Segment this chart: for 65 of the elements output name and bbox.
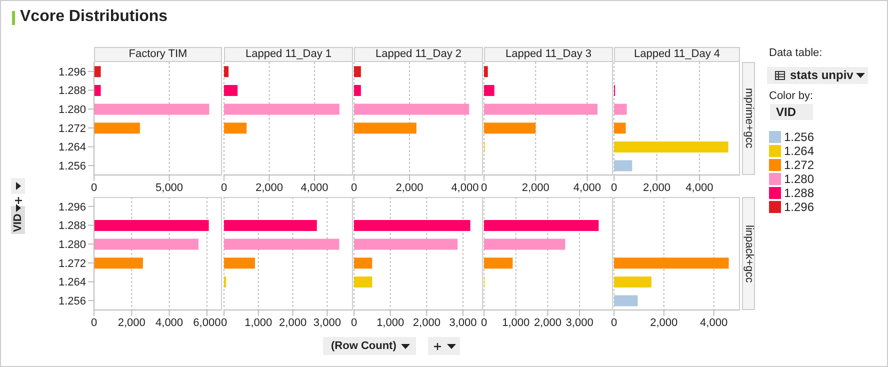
y-tick-label: 1.272 bbox=[58, 122, 86, 135]
y-axis-title: VID bbox=[11, 212, 25, 234]
x-tick-label: 4,000 bbox=[686, 182, 714, 194]
x-tick-label: 2,000 bbox=[412, 316, 440, 329]
y-tick-label: 1.256 bbox=[58, 295, 86, 308]
legend-title: VID bbox=[776, 105, 796, 119]
x-tick-label: 2,000 bbox=[396, 182, 424, 194]
x-tick-label: 3,000 bbox=[313, 316, 341, 329]
x-tick-label: 4,000 bbox=[451, 182, 479, 194]
x-tick-label: 2,000 bbox=[642, 182, 670, 194]
text: stats unpiv bbox=[790, 68, 854, 82]
chart-title: Lapped 11_Day 2 bbox=[354, 47, 483, 62]
legend-label: 1.272 bbox=[784, 158, 814, 172]
x-tick-label: 0 bbox=[610, 316, 618, 329]
x-tick-label: 3,000 bbox=[449, 316, 477, 329]
legend-label: 1.296 bbox=[784, 200, 814, 214]
y-tick-label: 1.288 bbox=[58, 85, 86, 98]
x-tick-label: 2,000 bbox=[279, 316, 307, 329]
y-tick-label: 1.264 bbox=[58, 276, 86, 289]
y2-axis-title: mprime+gcc bbox=[742, 62, 755, 175]
x-tick-label: 0 bbox=[90, 182, 98, 194]
x-tick-label: 0 bbox=[350, 316, 358, 329]
x-tick-label: 1,000 bbox=[244, 316, 272, 329]
y-tick-label: 1.288 bbox=[58, 220, 86, 232]
x-tick-label: 0 bbox=[610, 182, 618, 194]
x-axis-title: (Row Count) bbox=[331, 340, 396, 352]
x-tick-label: 4,000 bbox=[700, 316, 728, 329]
text: Data table: bbox=[769, 47, 822, 59]
x-tick-label: 0 bbox=[480, 182, 488, 194]
x-tick-label: 4,000 bbox=[300, 182, 328, 194]
y-tick-label: 1.272 bbox=[58, 258, 86, 270]
x-tick-label: 4,000 bbox=[156, 316, 184, 329]
x-tick-label: 2,000 bbox=[650, 316, 678, 329]
x-tick-label: 0 bbox=[220, 182, 228, 194]
y-tick-label: 1.296 bbox=[58, 201, 86, 214]
x-tick-label: 1,000 bbox=[376, 316, 404, 329]
legend-label: 1.256 bbox=[784, 130, 814, 144]
legend-label: 1.264 bbox=[784, 144, 814, 158]
x-tick-label: 0 bbox=[480, 316, 488, 329]
x-tick-label: 0 bbox=[350, 182, 358, 194]
x-tick-label: 0 bbox=[220, 316, 228, 329]
chart-title: Factory TIM bbox=[94, 47, 222, 62]
x-tick-label: 1,000 bbox=[502, 316, 530, 329]
x-tick-label: 3,000 bbox=[566, 316, 594, 329]
x-tick-label: 2,000 bbox=[522, 182, 550, 194]
y-tick-label: 1.296 bbox=[58, 66, 86, 78]
chart-title: Lapped 11_Day 4 bbox=[614, 47, 740, 62]
x-tick-label: 6,000 bbox=[193, 316, 221, 329]
x-tick-label: 2,000 bbox=[534, 316, 562, 329]
text: Vcore Distributions bbox=[20, 8, 168, 26]
y-tick-label: 1.256 bbox=[58, 160, 86, 172]
y2-axis-title: linpack+gcc bbox=[742, 197, 755, 310]
text: Color by: bbox=[769, 90, 814, 102]
x-tick-label: 2,000 bbox=[118, 316, 146, 329]
legend-label: 1.288 bbox=[784, 186, 814, 200]
y-tick-label: 1.264 bbox=[58, 142, 86, 154]
x-tick-label: 2,000 bbox=[256, 182, 284, 194]
x-tick-label: 4,000 bbox=[573, 182, 601, 194]
y-tick-label: 1.280 bbox=[58, 104, 86, 116]
chart-title: Lapped 11_Day 3 bbox=[484, 47, 613, 62]
y-tick-label: 1.280 bbox=[58, 238, 86, 251]
chart-title: Lapped 11_Day 1 bbox=[224, 47, 353, 62]
x-tick-label: 5,000 bbox=[156, 182, 184, 194]
x-tick-label: 0 bbox=[90, 316, 98, 329]
legend-label: 1.280 bbox=[784, 172, 814, 186]
